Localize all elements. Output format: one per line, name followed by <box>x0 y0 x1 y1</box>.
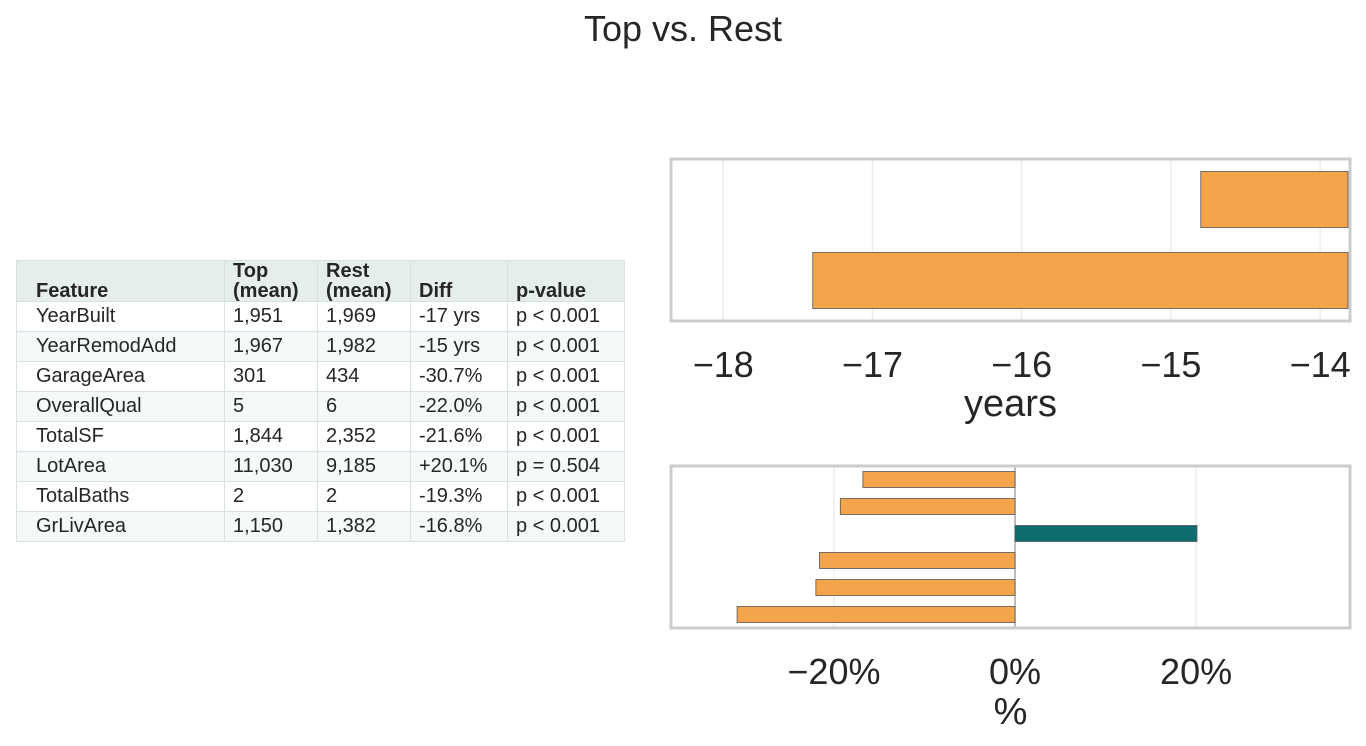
percent-chart-bar <box>1014 525 1198 542</box>
cell-feature: GrLivArea <box>16 511 225 542</box>
header-feature: Feature <box>16 260 225 302</box>
years-chart-tick-label: −18 <box>693 344 754 385</box>
percent-chart-bar <box>839 498 1016 515</box>
cell-top-mean: 2 <box>224 481 318 512</box>
cell-top-mean: 1,844 <box>224 421 318 452</box>
percent-chart-bar <box>819 552 1016 569</box>
stats-table-container: Feature Top (mean) Rest (mean) Diff p-valu… <box>16 260 625 542</box>
header-p-value: p-value <box>507 260 625 302</box>
cell-rest-mean: 1,382 <box>317 511 411 542</box>
percent-chart-bar <box>736 606 1016 623</box>
cell-rest-mean: 6 <box>317 391 411 422</box>
table-header-row: Feature Top (mean) Rest (mean) Diff p-valu… <box>16 260 625 302</box>
percent-chart-bar <box>815 579 1016 596</box>
header-rest-mean: Rest (mean) <box>317 260 411 302</box>
percent-chart-bar <box>862 471 1016 488</box>
table-row: OverallQual 5 6 -22.0% p < 0.001 <box>16 391 625 422</box>
table-row: YearRemodAdd 1,967 1,982 -15 yrs p < 0.0… <box>16 331 625 362</box>
cell-diff: -15 yrs <box>410 331 508 362</box>
cell-diff: -16.8% <box>410 511 508 542</box>
header-p-label: p-value <box>516 280 587 302</box>
cell-diff: -19.3% <box>410 481 508 512</box>
figure-title: Top vs. Rest <box>583 8 783 49</box>
cell-rest-mean: 1,982 <box>317 331 411 362</box>
percent-chart-tick-label: −20% <box>787 651 880 692</box>
header-rest-label: Rest <box>326 260 370 282</box>
cell-top-mean: 301 <box>224 361 318 392</box>
percent-chart-x-axis-label: % <box>994 691 1028 733</box>
years-chart-x-axis-label: years <box>964 383 1057 425</box>
percent-chart-frame <box>669 464 1352 630</box>
cell-top-mean: 1,150 <box>224 511 318 542</box>
header-rest-sub: (mean) <box>326 280 392 302</box>
table-row: GarageArea 301 434 -30.7% p < 0.001 <box>16 361 625 392</box>
header-top-label: Top <box>233 260 269 282</box>
percent-chart-tick-label: 20% <box>1160 651 1232 692</box>
years-chart-bar <box>812 252 1349 309</box>
cell-feature: YearBuilt <box>16 301 225 332</box>
cell-p-value: p < 0.001 <box>507 361 625 392</box>
table-row: YearBuilt 1,951 1,969 -17 yrs p < 0.001 <box>16 301 625 332</box>
cell-diff: -17 yrs <box>410 301 508 332</box>
cell-p-value: p < 0.001 <box>507 301 625 332</box>
years-chart-tick-label: −14 <box>1290 344 1351 385</box>
years-chart-tick-label: −16 <box>991 344 1052 385</box>
table-row: LotArea 11,030 9,185 +20.1% p = 0.504 <box>16 451 625 482</box>
stats-table: Feature Top (mean) Rest (mean) Diff p-valu… <box>16 260 625 542</box>
years-chart-frame <box>669 157 1352 323</box>
cell-rest-mean: 1,969 <box>317 301 411 332</box>
cell-diff: -30.7% <box>410 361 508 392</box>
header-diff-label: Diff <box>419 280 453 302</box>
header-top-sub: (mean) <box>233 280 299 302</box>
table-row: TotalBaths 2 2 -19.3% p < 0.001 <box>16 481 625 512</box>
table-row: GrLivArea 1,150 1,382 -16.8% p < 0.001 <box>16 511 625 542</box>
cell-p-value: p < 0.001 <box>507 331 625 362</box>
percent-chart-tick-label: 0% <box>989 651 1041 692</box>
cell-top-mean: 11,030 <box>224 451 318 482</box>
percent-chart-plot-area <box>671 466 1350 628</box>
cell-p-value: p < 0.001 <box>507 481 625 512</box>
cell-feature: YearRemodAdd <box>16 331 225 362</box>
cell-rest-mean: 9,185 <box>317 451 411 482</box>
cell-rest-mean: 2 <box>317 481 411 512</box>
years-chart-bar <box>1200 171 1349 228</box>
cell-diff: -21.6% <box>410 421 508 452</box>
cell-p-value: p < 0.001 <box>507 391 625 422</box>
cell-top-mean: 5 <box>224 391 318 422</box>
cell-top-mean: 1,967 <box>224 331 318 362</box>
years-chart-tick-label: −15 <box>1140 344 1201 385</box>
header-feature-label: Feature <box>36 280 109 302</box>
cell-feature: GarageArea <box>16 361 225 392</box>
years-chart-tick-label: −17 <box>842 344 903 385</box>
header-top-mean: Top (mean) <box>224 260 318 302</box>
cell-diff: -22.0% <box>410 391 508 422</box>
cell-p-value: p = 0.504 <box>507 451 625 482</box>
header-diff: Diff <box>410 260 508 302</box>
table-row: TotalSF 1,844 2,352 -21.6% p < 0.001 <box>16 421 625 452</box>
cell-p-value: p < 0.001 <box>507 511 625 542</box>
